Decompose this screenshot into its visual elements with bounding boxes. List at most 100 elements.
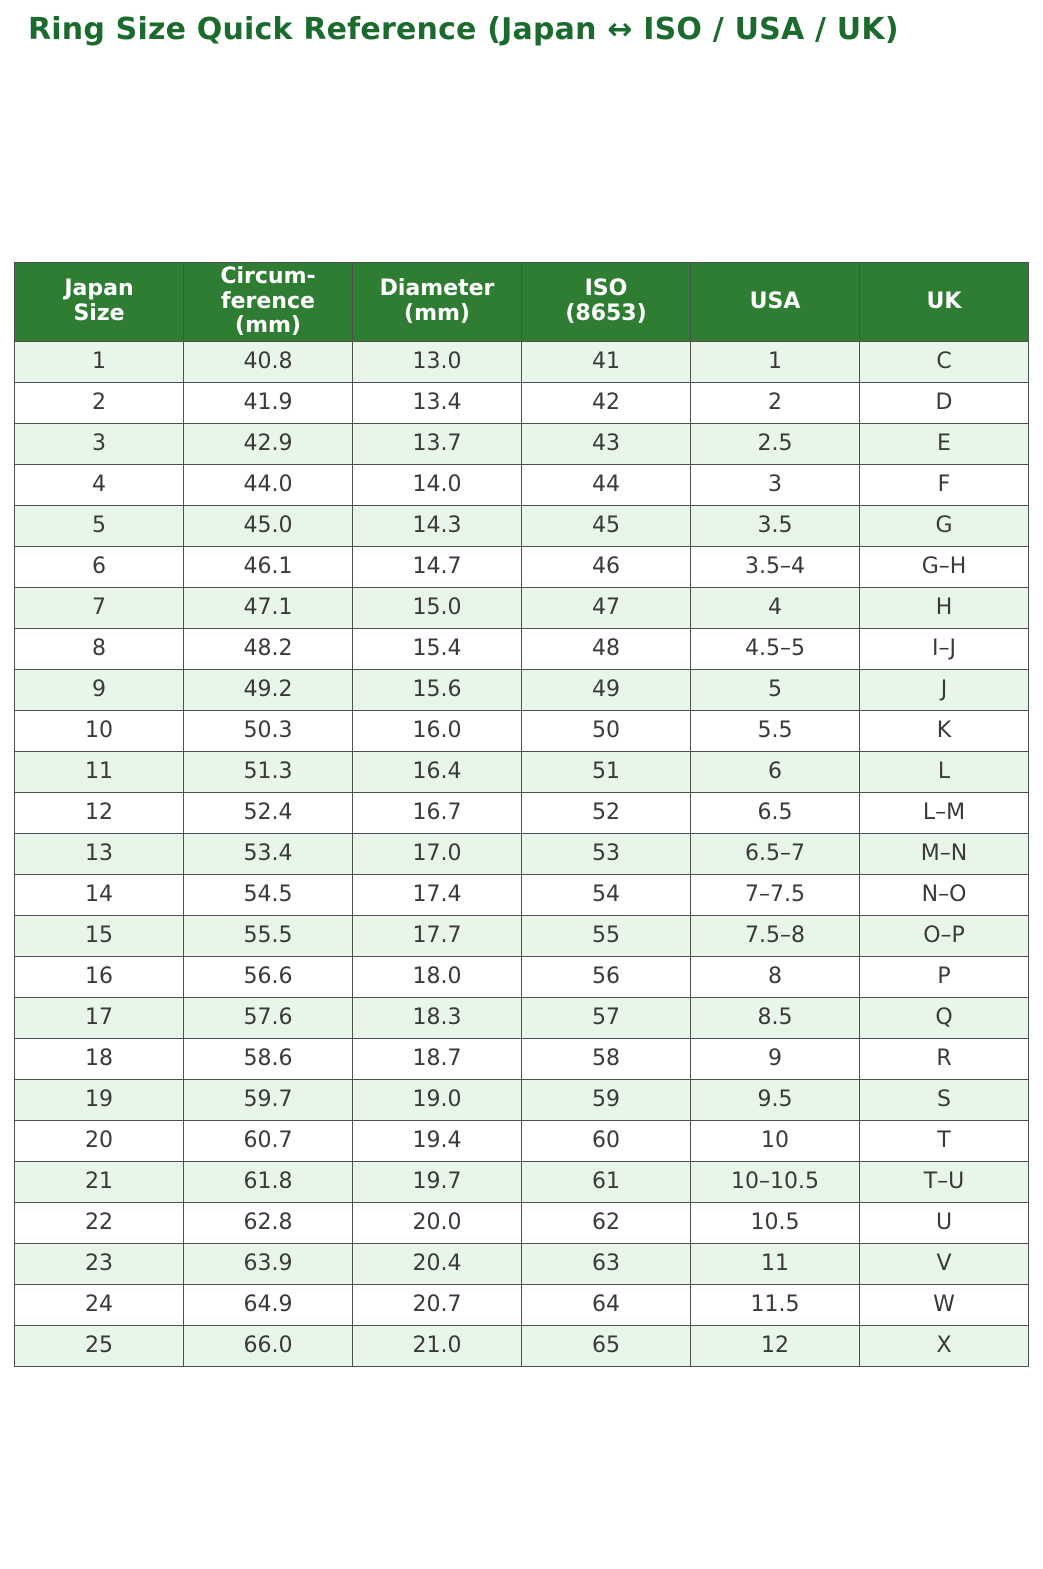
table-cell: 51.3 [183,750,353,793]
header-cell: ISO (8653) [521,262,691,342]
table-row: 20 60.7 19.4 60 10 T [14,1119,1029,1162]
table-cell: 12 [690,1324,860,1367]
table-cell: 53 [521,832,691,875]
table-row: 18 58.6 18.7 58 9 R [14,1037,1029,1080]
table-cell: 13.4 [352,381,522,424]
table-cell: 14.3 [352,504,522,547]
table-cell: 5 [14,504,184,547]
table-cell: 17.0 [352,832,522,875]
table-cell: 58 [521,1037,691,1080]
table-cell: 58.6 [183,1037,353,1080]
table-cell: 6 [14,545,184,588]
table-row: 25 66.0 21.0 65 12 X [14,1324,1029,1367]
table-cell: 16.7 [352,791,522,834]
table-row: 23 63.9 20.4 63 11 V [14,1242,1029,1285]
table-cell: D [859,381,1029,424]
table-cell: 21 [14,1160,184,1203]
table-cell: 7–7.5 [690,873,860,916]
ring-size-table: Japan Size Circum- ference (mm) Diameter (… [14,262,1029,1367]
table-cell: 63.9 [183,1242,353,1285]
header-cell: UK [859,262,1029,342]
table-cell: 54 [521,873,691,916]
table-cell: 5 [690,668,860,711]
page-title: Ring Size Quick Reference (Japan ↔ ISO /… [28,12,899,47]
table-cell: X [859,1324,1029,1367]
table-cell: 59.7 [183,1078,353,1121]
table-row: 8 48.2 15.4 48 4.5–5 I–J [14,627,1029,670]
table-cell: 57 [521,996,691,1039]
table-cell: 17 [14,996,184,1039]
table-cell: 8 [690,955,860,998]
table-cell: 11 [14,750,184,793]
table-cell: H [859,586,1029,629]
table-cell: 53.4 [183,832,353,875]
table-cell: 55.5 [183,914,353,957]
table-cell: G–H [859,545,1029,588]
table-cell: 6.5–7 [690,832,860,875]
table-cell: 14.0 [352,463,522,506]
table-cell: 40.8 [183,340,353,383]
table-cell: 48 [521,627,691,670]
table-cell: 44 [521,463,691,506]
table-header-row: Japan Size Circum- ference (mm) Diameter (… [14,262,1029,342]
table-cell: P [859,955,1029,998]
table-cell: V [859,1242,1029,1285]
table-cell: 14.7 [352,545,522,588]
table-row: 13 53.4 17.0 53 6.5–7 M–N [14,832,1029,875]
table-cell: 11.5 [690,1283,860,1326]
table-cell: 13.7 [352,422,522,465]
table-cell: 16 [14,955,184,998]
table-cell: L–M [859,791,1029,834]
table-cell: 12 [14,791,184,834]
table-cell: 66.0 [183,1324,353,1367]
table-cell: 7.5–8 [690,914,860,957]
table-cell: 4.5–5 [690,627,860,670]
table-cell: 23 [14,1242,184,1285]
table-cell: 9.5 [690,1078,860,1121]
table-cell: 60 [521,1119,691,1162]
table-cell: 4 [14,463,184,506]
table-cell: 20 [14,1119,184,1162]
table-cell: 25 [14,1324,184,1367]
table-cell: 47 [521,586,691,629]
table-cell: 3.5–4 [690,545,860,588]
table-cell: I–J [859,627,1029,670]
table-cell: 21.0 [352,1324,522,1367]
table-cell: E [859,422,1029,465]
table-cell: 57.6 [183,996,353,1039]
table-cell: 4 [690,586,860,629]
table-cell: 3 [14,422,184,465]
table-cell: 47.1 [183,586,353,629]
table-cell: L [859,750,1029,793]
table-cell: 52.4 [183,791,353,834]
table-cell: 19 [14,1078,184,1121]
table-cell: 13 [14,832,184,875]
table-row: 11 51.3 16.4 51 6 L [14,750,1029,793]
table-cell: N–O [859,873,1029,916]
table-cell: 56 [521,955,691,998]
table-cell: 62 [521,1201,691,1244]
table-cell: 41.9 [183,381,353,424]
table-cell: 15 [14,914,184,957]
table-cell: 62.8 [183,1201,353,1244]
table-cell: Q [859,996,1029,1039]
table-cell: 8.5 [690,996,860,1039]
table-row: 5 45.0 14.3 45 3.5 G [14,504,1029,547]
table-cell: 18.7 [352,1037,522,1080]
table-cell: 65 [521,1324,691,1367]
table-row: 14 54.5 17.4 54 7–7.5 N–O [14,873,1029,916]
table-cell: G [859,504,1029,547]
table-cell: 1 [690,340,860,383]
table-cell: 10.5 [690,1201,860,1244]
table-cell: 2 [690,381,860,424]
table-row: 10 50.3 16.0 50 5.5 K [14,709,1029,752]
table-cell: 46 [521,545,691,588]
table-cell: F [859,463,1029,506]
table-cell: R [859,1037,1029,1080]
table-cell: 9 [14,668,184,711]
table-cell: 15.6 [352,668,522,711]
table-cell: 42 [521,381,691,424]
table-cell: 8 [14,627,184,670]
table-row: 6 46.1 14.7 46 3.5–4 G–H [14,545,1029,588]
